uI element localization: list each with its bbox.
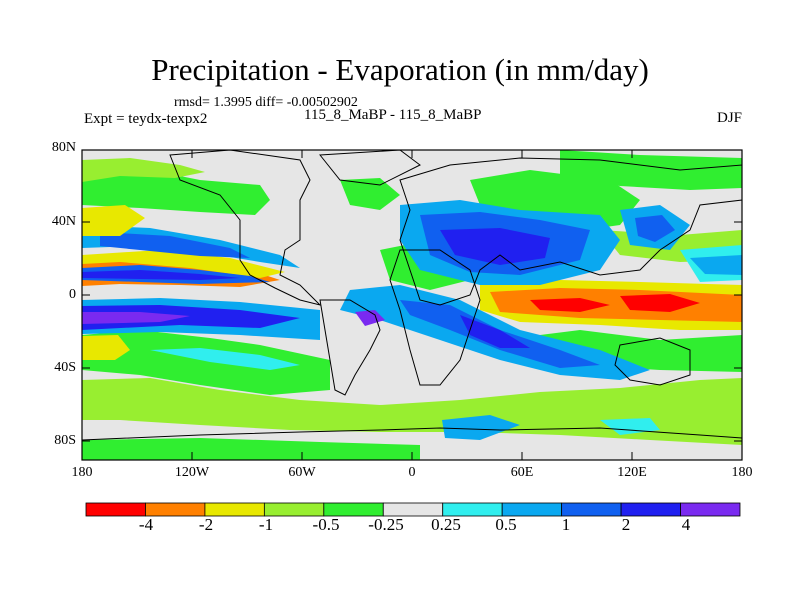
coastline-eurasia [399,157,743,306]
coastline-group [81,149,743,441]
field-band [82,158,205,182]
lon-label-180w: 180 [71,465,93,480]
lon-label-180e: 180 [731,465,753,480]
rmsd-diff-stats: rmsd= 1.3995 diff= -0.00502902 [174,95,358,110]
field-band [690,255,742,275]
lat-label-40n: 40N [51,214,76,229]
coastline-africa [389,249,481,386]
field-band [82,168,270,215]
season-label: DJF [716,110,742,126]
field-band [82,330,330,395]
field-band [82,438,420,460]
field-band [440,228,550,265]
lat-label-equator: 0 [69,287,76,302]
coastline-north-america [169,149,322,306]
colorbar-label: -4 [138,515,154,534]
experiment-label: Expt = teydx-texpx2 [84,111,208,127]
lat-label-80s: 80S [54,433,76,448]
field-band [82,305,300,330]
field-band [635,215,675,242]
colorbar-label: 0.25 [431,515,461,534]
colorbar-label: 1 [561,515,571,534]
field-band [340,178,400,210]
plot-title: Precipitation - Evaporation (in mm/day) [151,52,649,87]
colorbar-label: 0.5 [495,515,517,534]
field-band [530,298,610,312]
period-label: 115_8_MaBP - 115_8_MaBP [304,107,482,123]
coastline-australia [614,337,691,386]
colorbar-label: -2 [198,515,214,534]
coastline-south-america [319,299,381,396]
field-band [620,294,700,312]
field-band [82,335,130,360]
field-band [82,250,285,278]
lat-label-40s: 40S [54,360,76,375]
colorbar-label: 2 [621,515,631,534]
colorbar-label: 4 [681,515,691,534]
field-band [82,270,240,280]
colorbar-label: -0.25 [368,515,404,534]
coastline-greenland [319,149,421,186]
colorbar-label: -1 [258,515,274,534]
field-band [460,315,530,348]
lat-label-80n: 80N [51,140,76,155]
colorbar-swatch [680,502,741,517]
axis-ticks [82,149,742,460]
lon-label-0: 0 [408,465,416,480]
field-band [82,205,145,236]
lon-label-60e: 60E [510,465,534,480]
field-band [100,232,250,258]
lon-label-60w: 60W [288,465,316,480]
map-field [82,150,742,460]
field-band [490,288,742,322]
lon-label-120e: 120E [617,465,647,480]
lon-label-120w: 120W [174,465,210,480]
colorbar [85,502,741,517]
field-band [82,312,190,324]
field-band [442,415,520,440]
coastline-antarctica [81,427,743,441]
colorbar-label: -0.5 [312,515,340,534]
field-band [150,348,300,370]
